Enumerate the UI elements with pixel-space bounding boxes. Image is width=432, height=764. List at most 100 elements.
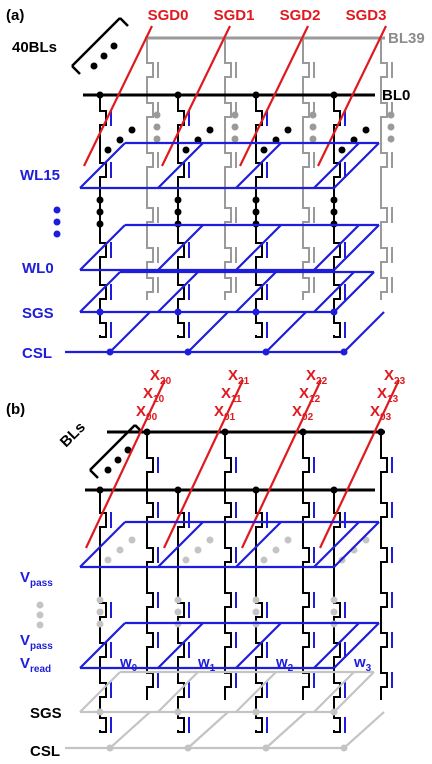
ellipsis-dot — [183, 147, 190, 154]
ellipsis-dot — [253, 197, 260, 204]
ellipsis-dot — [253, 609, 260, 616]
label: X21 — [228, 367, 250, 387]
label-main: w — [197, 654, 210, 671]
label: CSL — [30, 743, 60, 760]
label-main: V — [20, 655, 30, 672]
label: X23 — [384, 367, 406, 387]
dot — [253, 309, 260, 316]
ellipsis-dot — [54, 231, 61, 238]
label-main: X — [136, 403, 146, 420]
label: CSL — [22, 345, 52, 362]
plane-diagonal — [158, 143, 203, 188]
label-sub: 11 — [231, 394, 242, 405]
label: X22 — [306, 367, 328, 387]
label: SGS — [22, 305, 54, 322]
label-main: X — [143, 385, 153, 402]
ellipsis-dot — [154, 136, 161, 143]
dot — [378, 429, 385, 436]
ellipsis-dot — [175, 597, 182, 604]
label: Vread — [20, 655, 51, 675]
plane-diagonal — [80, 143, 125, 188]
ellipsis-dot — [175, 209, 182, 216]
ellipsis-dot — [331, 597, 338, 604]
label: Vpass — [20, 632, 53, 652]
label-sub: 1 — [210, 663, 216, 674]
label: X01 — [214, 403, 236, 423]
label-sub: 01 — [224, 412, 236, 423]
ellipsis-dot — [129, 537, 136, 544]
ellipsis-dot — [97, 221, 104, 228]
label: X00 — [136, 403, 158, 423]
label-sub: 0 — [132, 663, 138, 674]
plane-diagonal — [110, 312, 150, 352]
label-main: w — [275, 654, 288, 671]
cell-string — [381, 432, 387, 700]
ellipsis-dot — [117, 137, 124, 144]
plane-diagonal — [80, 623, 125, 668]
ellipsis-dot — [310, 124, 317, 131]
ellipsis-dot — [388, 112, 395, 119]
ellipsis-dot — [97, 197, 104, 204]
label: X20 — [150, 367, 172, 387]
ellipsis-dot — [105, 467, 112, 474]
ellipsis-dot — [105, 147, 112, 154]
label-main: X — [299, 385, 309, 402]
plane-diagonal — [266, 712, 306, 748]
label: BLs — [57, 419, 89, 451]
label-sub: 03 — [380, 412, 392, 423]
dot — [97, 709, 104, 716]
label-sub: 23 — [394, 376, 406, 387]
dot — [263, 745, 270, 752]
ellipsis-dot — [285, 537, 292, 544]
dot — [107, 349, 114, 356]
ellipsis-dot — [261, 147, 268, 154]
ellipsis-dot — [154, 124, 161, 131]
ellipsis-dot — [339, 147, 346, 154]
label: SGD1 — [214, 7, 255, 24]
dot — [341, 745, 348, 752]
dot — [253, 709, 260, 716]
plane-diagonal — [314, 225, 359, 270]
plane-diagonal — [236, 143, 281, 188]
ellipsis-dot — [97, 597, 104, 604]
ellipsis-dot — [331, 209, 338, 216]
label: SGS — [30, 705, 62, 722]
dot — [263, 349, 270, 356]
ellipsis-dot — [37, 622, 44, 629]
ellipsis-dot — [388, 136, 395, 143]
ellipsis-dot — [363, 127, 370, 134]
cell-string — [303, 38, 309, 300]
ellipsis-dot — [310, 136, 317, 143]
plane-diagonal — [344, 312, 384, 352]
dot — [144, 429, 151, 436]
ellipsis-dot — [97, 609, 104, 616]
ellipsis-dot — [115, 457, 122, 464]
ellipsis-dot — [175, 197, 182, 204]
label-sub: 12 — [309, 394, 321, 405]
dot — [341, 349, 348, 356]
ellipsis-dot — [111, 43, 118, 50]
ellipsis-dot — [117, 547, 124, 554]
ellipsis-dot — [273, 547, 280, 554]
label-main: X — [377, 385, 387, 402]
label-main: X — [150, 367, 160, 384]
ellipsis-dot — [195, 547, 202, 554]
ellipsis-dot — [285, 127, 292, 134]
ellipsis-dot — [261, 557, 268, 564]
bracket — [72, 18, 128, 74]
label-sub: 21 — [238, 376, 250, 387]
label: X03 — [370, 403, 392, 423]
ellipsis-dot — [175, 609, 182, 616]
label-main: V — [20, 632, 30, 649]
plane-diagonal — [80, 225, 125, 270]
plane-diagonal — [236, 225, 281, 270]
plane-diagonal — [344, 712, 384, 748]
label-main: X — [292, 403, 302, 420]
cell-string — [381, 38, 387, 300]
plane-diagonal — [314, 623, 359, 668]
label-main: X — [214, 403, 224, 420]
plane-diagonal — [188, 712, 228, 748]
plane-diagonal — [236, 623, 281, 668]
plane-diagonal — [110, 712, 150, 748]
label-sub: read — [30, 664, 51, 675]
